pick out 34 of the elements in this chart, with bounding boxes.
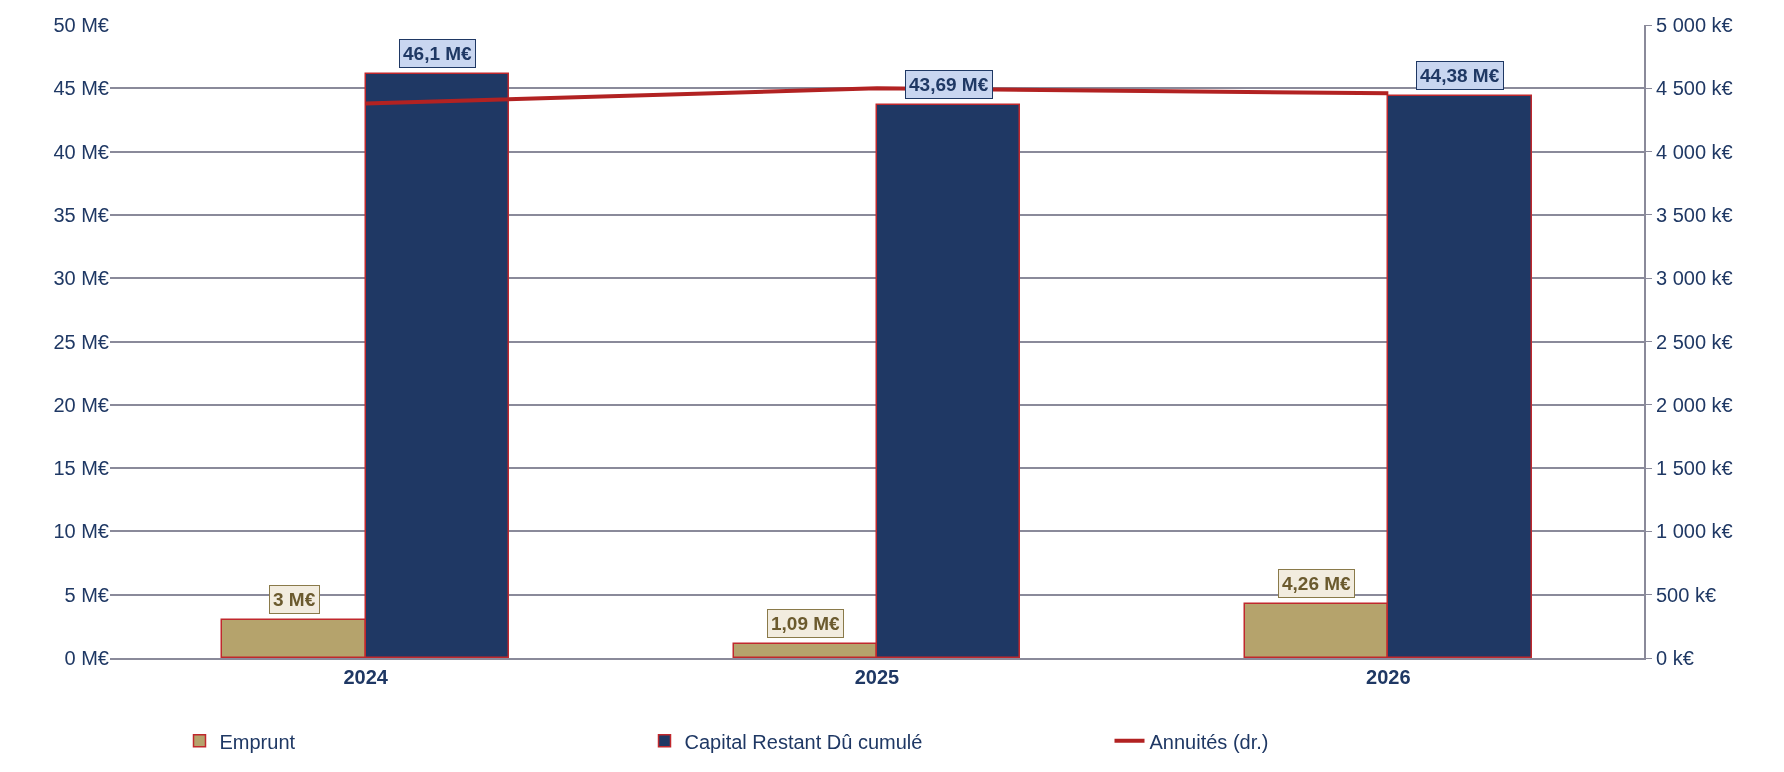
x-tick-label: 2026 bbox=[1366, 666, 1411, 688]
y2-tick-label: 5 000 k€ bbox=[1656, 14, 1733, 36]
legend-label: Annuités (dr.) bbox=[1149, 730, 1269, 753]
y2-tick-label: 1 000 k€ bbox=[1656, 520, 1733, 543]
y2-tick-label: 2 500 k€ bbox=[1656, 330, 1733, 353]
y-tick-label: 30 M€ bbox=[53, 267, 109, 290]
y-tick-label: 5 M€ bbox=[64, 583, 109, 606]
data-label: 4,26 M€ bbox=[1282, 573, 1352, 594]
x-tick-label: 2024 bbox=[343, 666, 389, 688]
legend-label: Capital Restant Dû cumulé bbox=[684, 730, 923, 753]
legend-label: Emprunt bbox=[219, 730, 296, 753]
y-tick-label: 25 M€ bbox=[53, 330, 109, 353]
data-label: 3 M€ bbox=[273, 589, 316, 610]
y-tick-label: 15 M€ bbox=[53, 457, 109, 480]
data-label: 46,1 M€ bbox=[403, 43, 473, 64]
y2-tick-label: 3 000 k€ bbox=[1656, 267, 1733, 290]
y-tick-label: 35 M€ bbox=[53, 203, 109, 226]
y-tick-label: 40 M€ bbox=[53, 140, 109, 163]
y-tick-label: 0 M€ bbox=[64, 647, 109, 669]
y2-tick-label: 1 500 k€ bbox=[1656, 457, 1733, 480]
data-label: 43,69 M€ bbox=[909, 74, 989, 95]
y2-tick-label: 4 000 k€ bbox=[1656, 140, 1733, 163]
data-label: 44,38 M€ bbox=[1420, 65, 1500, 86]
y-tick-label: 10 M€ bbox=[53, 520, 109, 543]
y-tick-label: 50 M€ bbox=[53, 14, 109, 36]
y2-tick-label: 2 000 k€ bbox=[1656, 393, 1733, 416]
y2-tick-label: 3 500 k€ bbox=[1656, 203, 1733, 226]
y-tick-label: 45 M€ bbox=[53, 77, 109, 100]
data-label: 1,09 M€ bbox=[771, 613, 841, 634]
x-tick-label: 2025 bbox=[854, 666, 900, 688]
y2-tick-label: 4 500 k€ bbox=[1656, 77, 1733, 100]
y2-tick-label: 0 k€ bbox=[1656, 647, 1694, 669]
y2-tick-label: 500 k€ bbox=[1656, 583, 1717, 606]
y-tick-label: 20 M€ bbox=[53, 393, 109, 416]
